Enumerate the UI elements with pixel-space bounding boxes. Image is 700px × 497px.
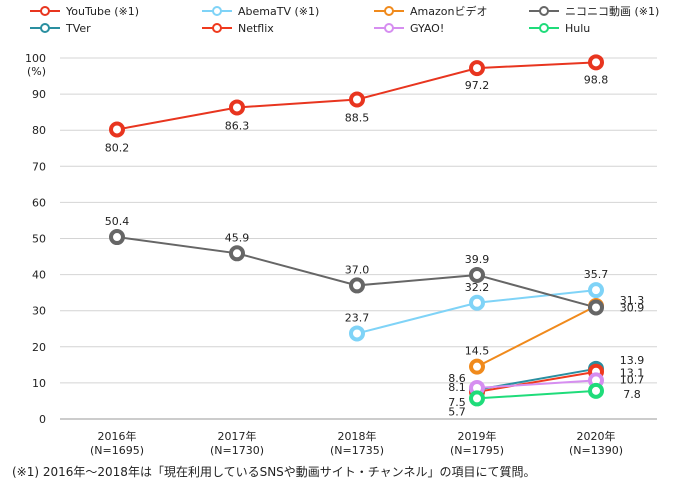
data-point <box>109 229 125 246</box>
series-line-2 <box>476 305 597 368</box>
y-tick-label: 90 <box>32 88 46 101</box>
data-label: 50.4 <box>105 215 130 228</box>
legend-swatch-icon <box>200 4 234 18</box>
data-point <box>588 282 604 299</box>
data-point <box>469 390 485 407</box>
data-label: 13.1 <box>620 367 645 380</box>
data-label: 39.9 <box>465 253 490 266</box>
legend-label: GYAO! <box>410 21 445 35</box>
legend-swatch-icon <box>28 21 62 35</box>
data-label: 32.2 <box>465 281 490 294</box>
data-point <box>349 277 365 294</box>
data-point <box>588 54 604 71</box>
x-tick-label: 2016年(N=1695) <box>90 429 144 457</box>
series-line-5 <box>476 370 597 393</box>
data-point <box>229 99 245 116</box>
legend-item: Hulu <box>527 21 590 35</box>
data-point <box>469 358 485 375</box>
legend-item: ニコニコ動画 (※1) <box>527 4 659 18</box>
data-label: 86.3 <box>225 119 250 132</box>
data-point <box>469 60 485 77</box>
legend-swatch-icon <box>372 21 406 35</box>
y-tick-label: 80 <box>32 124 46 137</box>
data-point <box>349 91 365 108</box>
data-point <box>229 245 245 262</box>
data-label: 5.7 <box>448 405 466 418</box>
data-label: 8.1 <box>448 381 466 394</box>
data-label: 37.0 <box>345 263 370 276</box>
data-label: 45.9 <box>225 231 250 244</box>
y-tick-label: 60 <box>32 196 46 209</box>
data-label: 13.9 <box>620 354 645 367</box>
data-point <box>588 299 604 316</box>
y-tick-label: 40 <box>32 269 46 282</box>
x-tick-label: 2019年(N=1795) <box>450 429 504 457</box>
legend-item: AbemaTV (※1) <box>200 4 319 18</box>
legend-label: ニコニコ動画 (※1) <box>565 5 660 18</box>
data-point <box>109 121 125 138</box>
series-line-7 <box>476 389 597 400</box>
y-tick-label: 50 <box>32 233 46 246</box>
legend-swatch-icon <box>28 4 62 18</box>
x-tick-label: 2020年(N=1390) <box>569 429 623 457</box>
legend-label: Netflix <box>238 21 274 35</box>
data-label: 7.5 <box>448 396 466 409</box>
chart-legend: YouTube (※1) AbemaTV (※1) Amazonビデオ ニコニコ動画 … <box>0 0 700 44</box>
data-label: 98.8 <box>584 73 609 86</box>
legend-label: TVer <box>66 21 91 35</box>
y-tick-label: 30 <box>32 305 46 318</box>
series-line-6 <box>476 379 597 389</box>
y-tick-label: 0 <box>39 413 46 426</box>
data-label: 31.3 <box>620 294 645 307</box>
data-label: 35.7 <box>584 268 609 281</box>
y-unit-label: (%) <box>27 65 46 78</box>
legend-label: Hulu <box>565 21 591 35</box>
legend-item: Netflix <box>200 21 274 35</box>
y-tick-label: 100 <box>25 52 46 65</box>
data-label: 8.6 <box>448 372 466 385</box>
x-tick-label: 2018年(N=1735) <box>330 429 384 457</box>
data-label: 97.2 <box>465 79 490 92</box>
legend-label: YouTube (※1) <box>66 4 140 18</box>
legend-label: AbemaTV (※1) <box>238 4 320 18</box>
legend-swatch-icon <box>200 21 234 35</box>
legend-swatch-icon <box>527 21 561 35</box>
data-label: 7.8 <box>623 388 641 401</box>
data-point <box>469 294 485 311</box>
data-label: 80.2 <box>105 141 130 154</box>
y-tick-label: 10 <box>32 377 46 390</box>
y-tick-label: 70 <box>32 160 46 173</box>
footnote: (※1) 2016年〜2018年は「現在利用しているSNSや動画サイト・チャンネ… <box>12 465 536 479</box>
y-tick-label: 20 <box>32 341 46 354</box>
data-label: 88.5 <box>345 112 370 125</box>
data-point <box>349 325 365 342</box>
legend-item: GYAO! <box>372 21 444 35</box>
data-label: 10.7 <box>620 373 645 386</box>
legend-swatch-icon <box>372 4 406 18</box>
data-label: 23.7 <box>345 311 370 324</box>
legend-label: Amazonビデオ <box>410 5 488 18</box>
legend-swatch-icon <box>527 4 561 18</box>
legend-item: TVer <box>28 21 91 35</box>
legend-item: Amazonビデオ <box>372 4 487 18</box>
data-label: 30.9 <box>620 301 645 314</box>
legend-item: YouTube (※1) <box>28 4 139 18</box>
x-tick-label: 2017年(N=1730) <box>210 429 264 457</box>
data-point <box>469 266 485 283</box>
data-label: 14.5 <box>465 345 490 358</box>
data-point <box>588 382 604 399</box>
